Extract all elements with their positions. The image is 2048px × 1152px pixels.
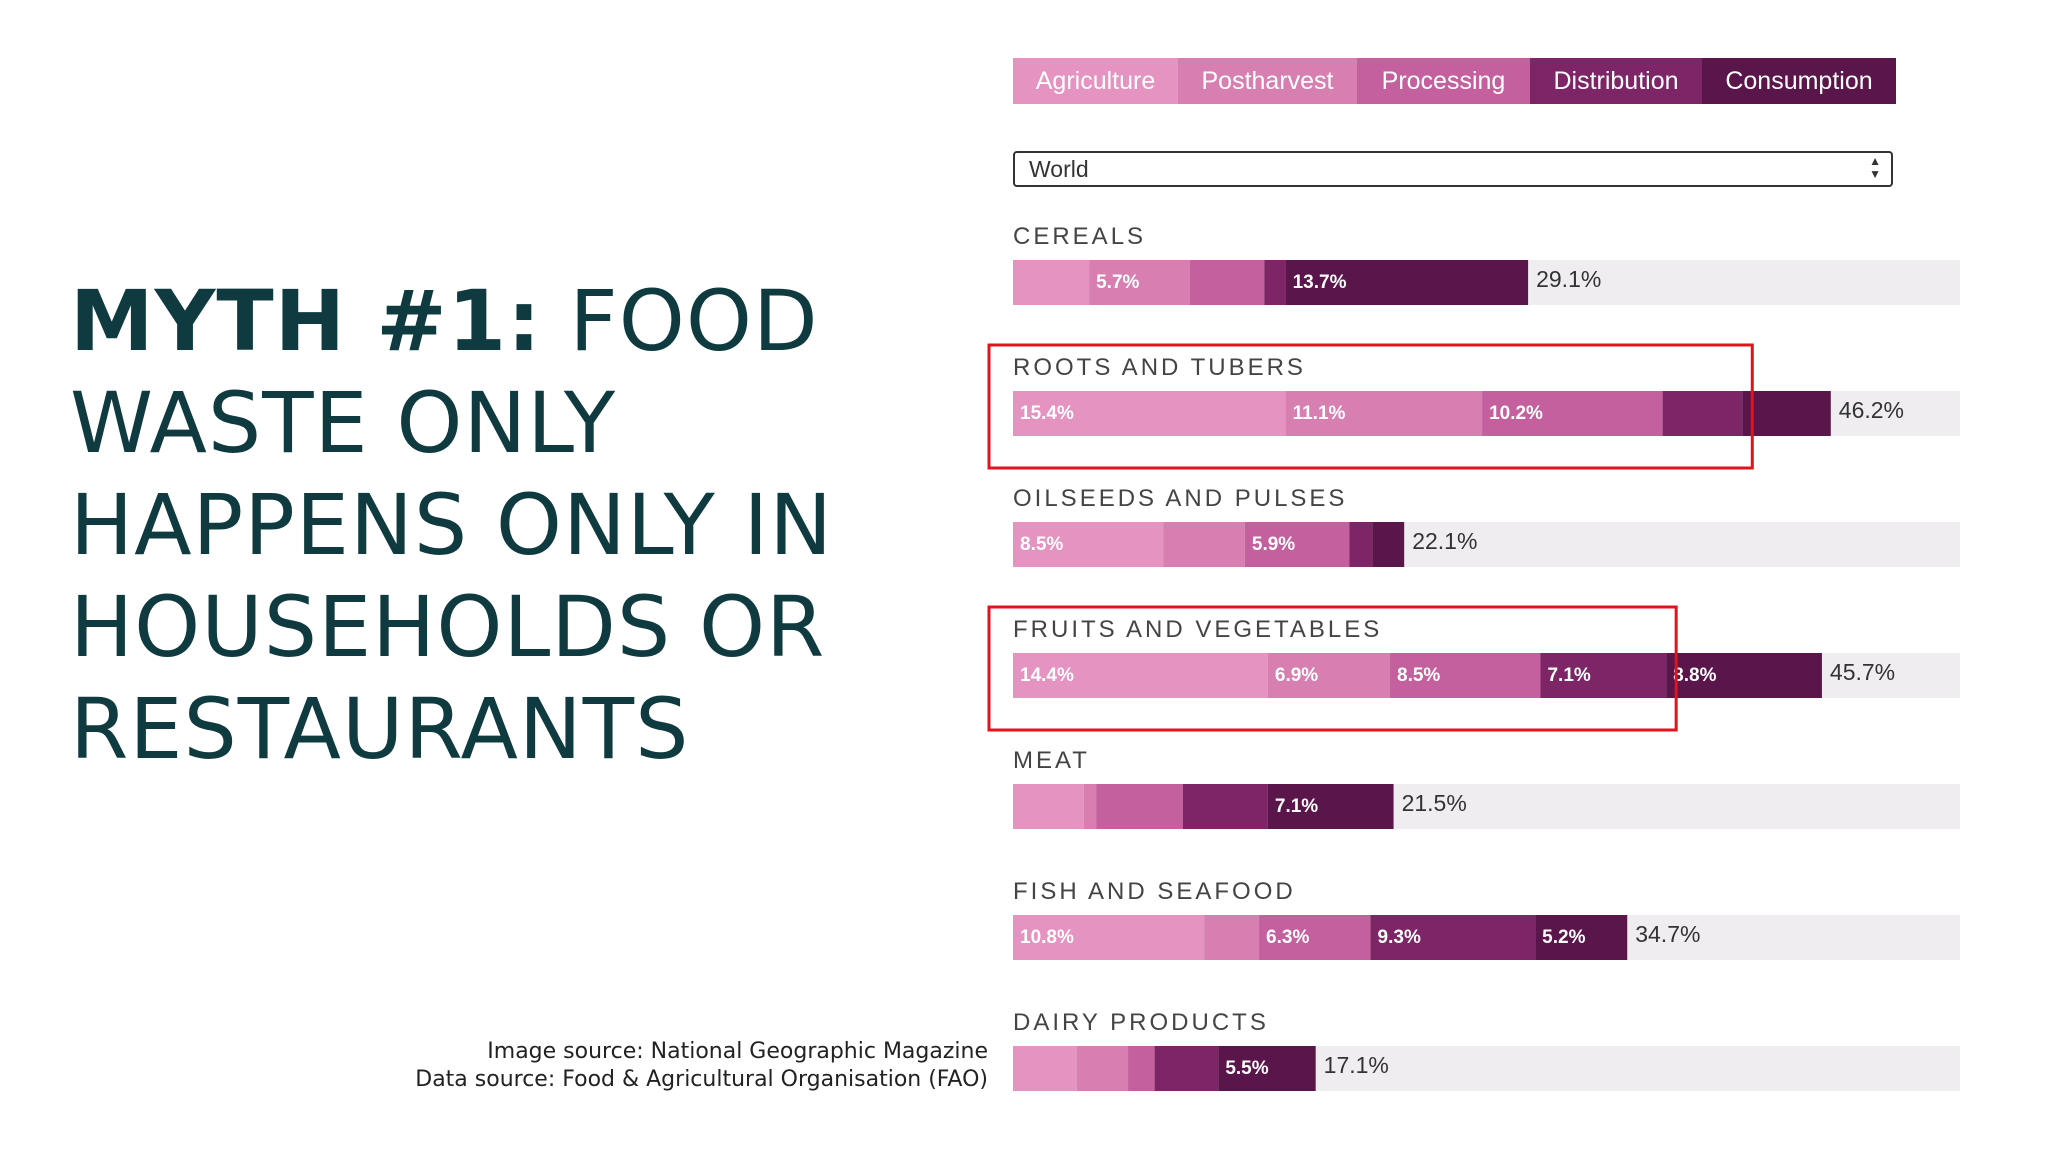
- bar-segment-dairy-products-4: [1218, 1046, 1316, 1091]
- bar-segment-meat-1: [1083, 784, 1097, 829]
- bar-segment-fruits-and-vegetables-4: [1666, 653, 1822, 698]
- bar-segment-fish-and-seafood-0: [1013, 915, 1205, 960]
- select-arrows-icon: ▲ ▼: [1869, 154, 1881, 181]
- category-label-meat: MEAT: [1013, 747, 1090, 774]
- bar-segment-fish-and-seafood-4: [1535, 915, 1628, 960]
- headline: MYTH #1: FOOD WASTE ONLY HAPPENS ONLY IN…: [70, 270, 910, 780]
- bar-segment-dairy-products-3: [1154, 1046, 1219, 1091]
- segment-label-fish-and-seafood-0: 10.8%: [1020, 927, 1074, 948]
- segment-label-fruits-and-vegetables-1: 6.9%: [1275, 665, 1318, 686]
- bar-segment-cereals-2: [1190, 260, 1265, 305]
- bar-segment-fish-and-seafood-2: [1259, 915, 1371, 960]
- total-label-fruits-and-vegetables: 45.7%: [1830, 659, 1895, 685]
- region-select[interactable]: World ▲ ▼: [1013, 151, 1893, 187]
- source-credits: Image source: National Geographic Magazi…: [415, 1038, 988, 1094]
- segment-label-roots-and-tubers-2: 10.2%: [1489, 403, 1543, 424]
- tab-agriculture[interactable]: Agriculture: [1013, 58, 1178, 104]
- image-source: Image source: National Geographic Magazi…: [487, 1039, 988, 1064]
- segment-label-fish-and-seafood-4: 5.2%: [1542, 927, 1585, 948]
- segment-label-fish-and-seafood-3: 9.3%: [1378, 927, 1421, 948]
- category-label-oilseeds-and-pulses: OILSEEDS AND PULSES: [1013, 485, 1347, 512]
- bar-segment-oilseeds-and-pulses-0: [1013, 522, 1164, 567]
- category-label-fish-and-seafood: FISH AND SEAFOOD: [1013, 878, 1296, 905]
- bar-segment-roots-and-tubers-2: [1482, 391, 1663, 436]
- segment-label-roots-and-tubers-0: 15.4%: [1020, 403, 1074, 424]
- bar-segment-cereals-1: [1089, 260, 1191, 305]
- segment-label-oilseeds-and-pulses-2: 5.9%: [1252, 534, 1295, 555]
- tab-processing[interactable]: Processing: [1357, 58, 1530, 104]
- total-label-cereals: 29.1%: [1536, 266, 1601, 292]
- segment-label-dairy-products-4: 5.5%: [1225, 1058, 1268, 1079]
- segment-label-cereals-1: 5.7%: [1096, 272, 1139, 293]
- segment-label-fish-and-seafood-2: 6.3%: [1266, 927, 1309, 948]
- bar-segment-cereals-0: [1013, 260, 1090, 305]
- bar-segment-oilseeds-and-pulses-4: [1372, 522, 1405, 567]
- total-label-dairy-products: 17.1%: [1324, 1052, 1389, 1078]
- tab-consumption[interactable]: Consumption: [1702, 58, 1896, 104]
- bar-segment-fruits-and-vegetables-1: [1267, 653, 1391, 698]
- segment-label-cereals-4: 13.7%: [1293, 272, 1347, 293]
- category-label-cereals: CEREALS: [1013, 223, 1146, 250]
- bar-segment-fruits-and-vegetables-0: [1013, 653, 1268, 698]
- data-source: Data source: Food & Agricultural Organis…: [415, 1067, 988, 1092]
- segment-label-roots-and-tubers-1: 11.1%: [1293, 403, 1346, 424]
- total-label-roots-and-tubers: 46.2%: [1839, 397, 1904, 423]
- bar-segment-dairy-products-0: [1013, 1046, 1077, 1091]
- category-label-dairy-products: DAIRY PRODUCTS: [1013, 1009, 1269, 1036]
- bar-segment-fish-and-seafood-1: [1204, 915, 1260, 960]
- bar-segment-dairy-products-2: [1128, 1046, 1155, 1091]
- segment-label-fruits-and-vegetables-4: 8.8%: [1673, 665, 1716, 686]
- category-label-fruits-and-vegetables: FRUITS AND VEGETABLES: [1013, 616, 1382, 643]
- bar-segment-meat-2: [1096, 784, 1183, 829]
- tab-distribution[interactable]: Distribution: [1530, 58, 1702, 104]
- highlight-box-roots-and-tubers: [987, 343, 1754, 470]
- segment-label-fruits-and-vegetables-0: 14.4%: [1020, 665, 1074, 686]
- headline-bold: MYTH #1:: [70, 272, 542, 370]
- bar-segment-fruits-and-vegetables-3: [1540, 653, 1667, 698]
- total-label-oilseeds-and-pulses: 22.1%: [1412, 528, 1477, 554]
- bar-segment-oilseeds-and-pulses-3: [1349, 522, 1373, 567]
- bar-segment-meat-4: [1267, 784, 1394, 829]
- bar-segment-oilseeds-and-pulses-1: [1163, 522, 1245, 567]
- segment-label-meat-4: 7.1%: [1275, 796, 1318, 817]
- bar-segment-meat-3: [1182, 784, 1268, 829]
- region-select-value: World: [1029, 156, 1089, 182]
- bar-segment-dairy-products-1: [1076, 1046, 1129, 1091]
- segment-label-oilseeds-and-pulses-0: 8.5%: [1020, 534, 1063, 555]
- total-label-meat: 21.5%: [1402, 790, 1467, 816]
- headline-rest: FOOD WASTE ONLY HAPPENS ONLY IN HOUSEHOL…: [70, 272, 834, 778]
- bar-segment-oilseeds-and-pulses-2: [1244, 522, 1350, 567]
- bar-segment-cereals-3: [1264, 260, 1286, 305]
- bar-segment-fish-and-seafood-3: [1370, 915, 1536, 960]
- stage-tabs: Agriculture Postharvest Processing Distr…: [1013, 58, 1896, 104]
- bar-segment-fruits-and-vegetables-2: [1390, 653, 1541, 698]
- bar-segment-roots-and-tubers-4: [1742, 391, 1831, 436]
- segment-label-fruits-and-vegetables-2: 8.5%: [1397, 665, 1440, 686]
- bar-segment-roots-and-tubers-3: [1662, 391, 1743, 436]
- segment-label-fruits-and-vegetables-3: 7.1%: [1547, 665, 1590, 686]
- bar-segment-meat-0: [1013, 784, 1084, 829]
- bar-segment-roots-and-tubers-1: [1285, 391, 1483, 436]
- tab-postharvest[interactable]: Postharvest: [1178, 58, 1357, 104]
- category-label-roots-and-tubers: ROOTS AND TUBERS: [1013, 354, 1306, 381]
- total-label-fish-and-seafood: 34.7%: [1635, 921, 1700, 947]
- highlight-box-fruits-and-vegetables: [987, 605, 1678, 732]
- bar-segment-cereals-4: [1285, 260, 1529, 305]
- bar-segment-roots-and-tubers-0: [1013, 391, 1286, 436]
